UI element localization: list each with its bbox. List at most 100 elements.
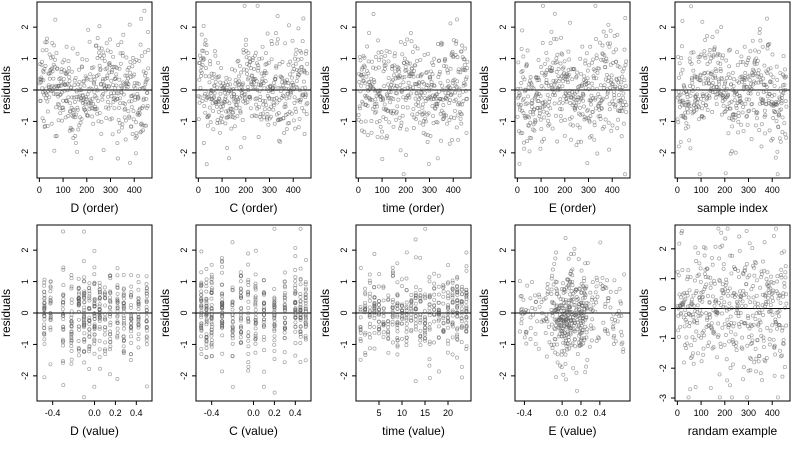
data-point: [69, 312, 74, 317]
data-point: [144, 274, 149, 279]
data-point: [97, 315, 102, 320]
data-point: [620, 69, 625, 74]
data-point: [277, 97, 282, 102]
data-point: [614, 290, 619, 294]
data-point: [585, 161, 590, 166]
data-point: [515, 87, 520, 91]
data-point: [596, 66, 601, 71]
data-point: [285, 112, 290, 116]
data-point: [81, 78, 86, 83]
data-point: [742, 44, 747, 49]
data-point: [300, 86, 305, 91]
data-point: [621, 91, 626, 96]
data-point: [58, 92, 62, 97]
data-point: [220, 325, 224, 330]
data-point: [95, 56, 100, 60]
data-point: [359, 67, 364, 72]
y-tick-label: 0: [339, 310, 349, 315]
data-point: [576, 139, 581, 144]
data-point: [517, 161, 522, 166]
data-point: [89, 156, 94, 161]
data-point: [99, 131, 104, 136]
data-points: [196, 3, 310, 167]
data-point: [75, 107, 80, 112]
data-point: [698, 308, 703, 313]
data-point: [74, 94, 79, 99]
data-point: [215, 85, 220, 90]
data-point: [550, 300, 555, 305]
data-point: [563, 118, 567, 123]
data-point: [737, 234, 742, 239]
data-point: [91, 101, 95, 106]
data-point: [784, 74, 788, 79]
y-tick-label: 1: [658, 276, 668, 281]
data-point: [602, 53, 607, 58]
data-point: [732, 77, 736, 82]
data-point: [729, 271, 734, 276]
data-point: [675, 269, 680, 274]
data-point: [129, 294, 133, 299]
data-point: [445, 316, 450, 321]
data-point: [450, 81, 455, 86]
data-point: [115, 320, 120, 325]
data-point: [404, 329, 409, 334]
data-point: [404, 311, 409, 316]
data-point: [298, 299, 303, 304]
data-point: [738, 311, 743, 315]
data-point: [619, 109, 624, 114]
data-point: [695, 92, 700, 97]
data-point: [94, 106, 99, 111]
data-point: [687, 320, 692, 325]
data-point: [432, 307, 437, 312]
data-point: [105, 75, 110, 80]
data-point: [92, 304, 97, 309]
data-point: [395, 280, 400, 285]
x-tick-label: 400: [127, 185, 142, 195]
data-point: [254, 102, 258, 107]
data-point: [261, 73, 266, 78]
data-point: [239, 70, 244, 75]
data-point: [121, 339, 126, 343]
data-point: [619, 80, 624, 85]
data-point: [717, 395, 722, 400]
data-point: [745, 314, 750, 319]
data-point: [603, 117, 608, 122]
data-point: [404, 304, 409, 309]
data-point: [97, 280, 102, 285]
y-axis-label: residuals: [0, 66, 13, 114]
data-point: [612, 86, 617, 91]
data-point: [549, 291, 554, 296]
data-point: [694, 318, 699, 323]
data-point: [550, 126, 555, 131]
data-point: [120, 85, 125, 90]
data-point: [400, 52, 405, 57]
data-point: [750, 246, 755, 251]
data-point: [413, 324, 418, 329]
data-point: [582, 278, 587, 283]
data-point: [359, 83, 363, 88]
data-point: [68, 109, 73, 114]
data-point: [744, 114, 749, 119]
data-point: [372, 102, 377, 107]
data-point: [253, 350, 258, 355]
data-point: [541, 3, 545, 8]
data-point: [427, 325, 432, 330]
data-point: [746, 55, 751, 60]
data-point: [84, 95, 89, 100]
data-point: [432, 106, 437, 111]
data-point: [381, 330, 386, 335]
data-point: [199, 289, 204, 294]
data-point: [590, 295, 595, 300]
data-point: [436, 311, 441, 316]
data-point: [743, 303, 748, 308]
data-point: [77, 67, 81, 72]
data-point: [755, 278, 759, 283]
data-points: [356, 12, 470, 177]
data-point: [460, 102, 465, 107]
data-point: [386, 329, 391, 334]
data-point: [574, 370, 579, 375]
data-point: [528, 120, 533, 125]
data-point: [416, 103, 421, 108]
data-point: [62, 57, 67, 62]
data-point: [405, 105, 410, 110]
